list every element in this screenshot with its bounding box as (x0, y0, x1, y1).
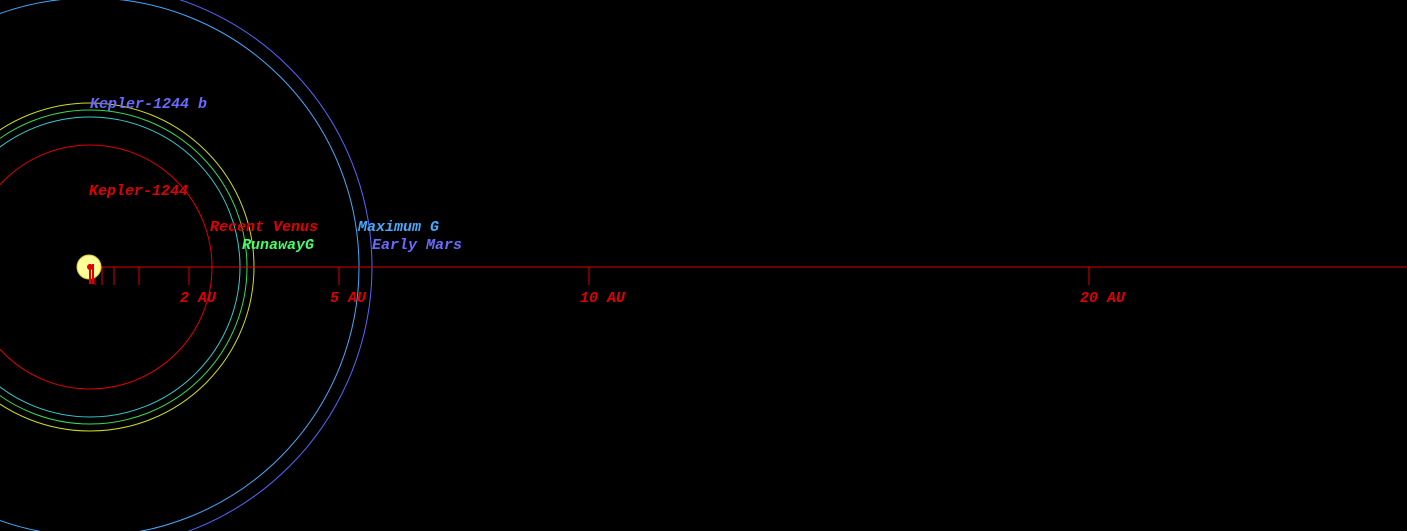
zone-label: Recent Venus (210, 219, 318, 236)
scale-label: 20 AU (1080, 290, 1126, 307)
scale-label: 10 AU (580, 290, 626, 307)
scale-label: 2 AU (180, 290, 217, 307)
planet-label: Kepler-1244 b (90, 96, 207, 113)
zone-label: Early Mars (372, 237, 462, 254)
star-label: Kepler-1244 (89, 183, 188, 200)
zone-label: Maximum G (357, 219, 439, 236)
zone-label: RunawayG (242, 237, 314, 254)
scale-label: 5 AU (330, 290, 367, 307)
star-core (87, 264, 93, 270)
